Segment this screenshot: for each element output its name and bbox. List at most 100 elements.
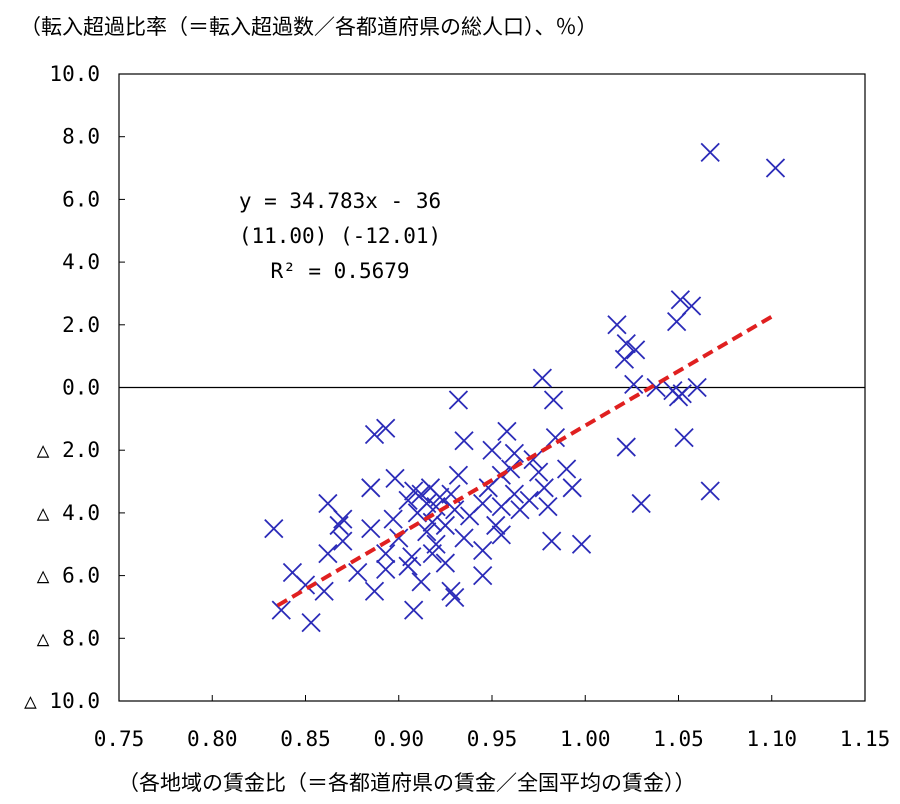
data-point — [383, 509, 403, 529]
data-point — [538, 496, 558, 517]
y-tick-label: 8.0 — [62, 125, 100, 149]
data-point — [687, 377, 707, 398]
data-point — [441, 581, 461, 601]
data-point — [700, 142, 720, 163]
chart-title: （転入超過比率（＝転入超過数／各都道府県の総人口）、％） — [20, 15, 598, 39]
data-point — [478, 478, 498, 498]
data-point — [426, 496, 446, 517]
data-point — [543, 390, 564, 410]
y-tick-label: 2.0 — [62, 313, 100, 337]
data-point — [398, 556, 418, 576]
data-point — [333, 531, 353, 551]
y-tick-label: 6.0 — [62, 187, 100, 211]
y-tick-label: △ 8.0 — [37, 626, 100, 650]
data-point — [459, 506, 480, 526]
data-point — [314, 581, 334, 601]
x-tick-label: 0.95 — [467, 727, 518, 751]
data-point — [765, 158, 786, 178]
data-point — [614, 349, 635, 369]
data-point — [448, 465, 469, 485]
data-point — [333, 509, 353, 529]
data-point — [668, 387, 689, 407]
data-point — [674, 428, 694, 448]
data-points — [264, 142, 786, 633]
y-tick-label: 10.0 — [49, 62, 100, 86]
x-tick-label: 1.15 — [840, 727, 891, 751]
x-tick-label: 0.85 — [280, 727, 331, 751]
data-point — [562, 478, 582, 498]
data-point — [435, 515, 456, 536]
y-tick-label: △ 2.0 — [37, 438, 100, 462]
data-point — [404, 600, 424, 620]
data-point — [318, 544, 338, 564]
x-tick-label: 1.05 — [653, 727, 704, 751]
data-point — [486, 515, 506, 536]
data-point — [376, 559, 396, 579]
data-point — [545, 428, 566, 448]
data-point — [422, 544, 442, 564]
data-point — [454, 431, 474, 451]
annotation-line: (11.00) (-12.01) — [239, 224, 441, 248]
annotation-line: R² = 0.5679 — [270, 259, 409, 283]
data-point — [385, 468, 405, 489]
y-axis-ticks: 10.0 8.0 6.0 4.0 2.0 0.0 △ 2.0 △ 4.0 △ 6.0 △ 8.0 △… — [24, 62, 125, 713]
data-point — [571, 534, 592, 554]
data-point — [607, 315, 627, 335]
data-point — [681, 296, 702, 316]
data-point — [271, 600, 291, 620]
data-point — [504, 443, 525, 463]
data-point — [528, 462, 549, 482]
data-point — [624, 374, 644, 395]
data-point — [407, 503, 428, 523]
x-axis-label: （各地域の賃金比（＝各都道府県の賃金／全国平均の賃金）） — [118, 771, 696, 795]
data-point — [361, 518, 381, 539]
data-point — [631, 493, 651, 514]
x-tick-label: 1.00 — [560, 727, 611, 751]
data-point — [510, 500, 530, 520]
data-point — [491, 496, 511, 517]
data-point — [532, 368, 552, 388]
data-point — [534, 478, 554, 498]
data-point — [318, 493, 338, 514]
data-point — [398, 490, 418, 510]
data-point — [616, 333, 636, 354]
annotation-line: y = 34.783x - 36 — [239, 189, 441, 213]
data-point — [482, 440, 502, 460]
y-tick-label: △ 10.0 — [24, 689, 100, 713]
data-point — [523, 449, 543, 470]
data-point — [670, 290, 691, 310]
data-point — [389, 528, 409, 548]
data-point — [491, 525, 511, 545]
y-tick-label: 0.0 — [62, 376, 100, 400]
data-point — [616, 437, 636, 457]
data-point — [435, 553, 456, 573]
data-point — [625, 340, 646, 360]
data-point — [473, 565, 493, 586]
data-point — [497, 421, 517, 442]
data-point — [666, 312, 687, 332]
data-point — [376, 544, 396, 564]
x-tick-label: 1.10 — [746, 727, 797, 751]
data-point — [417, 522, 437, 542]
data-point — [501, 459, 521, 479]
data-point — [348, 562, 368, 583]
data-point — [445, 500, 465, 520]
data-point — [445, 587, 465, 608]
data-point — [542, 531, 562, 551]
x-axis-ticks: 0.75 0.80 0.85 0.90 0.95 1.00 1.05 1.10 1.15 — [94, 695, 891, 751]
data-point — [454, 528, 474, 548]
x-tick-label: 0.75 — [94, 727, 145, 751]
x-tick-label: 0.80 — [187, 727, 238, 751]
data-point — [411, 484, 431, 504]
y-tick-label: △ 6.0 — [37, 564, 100, 588]
y-tick-label: 4.0 — [62, 250, 100, 274]
data-point — [448, 390, 469, 410]
x-tick-label: 0.90 — [373, 727, 424, 751]
data-point — [376, 418, 396, 438]
data-point — [264, 518, 284, 539]
data-point — [301, 612, 321, 633]
data-point — [700, 481, 720, 501]
data-point — [361, 478, 381, 498]
data-point — [329, 515, 349, 536]
